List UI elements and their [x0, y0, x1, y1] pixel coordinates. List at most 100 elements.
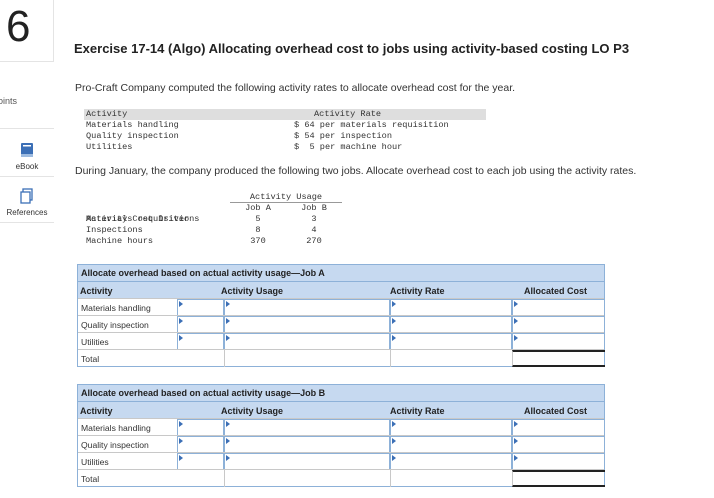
allocation-activity-label: Materials handling	[81, 303, 151, 313]
allocation-activity-label: Quality inspection	[81, 320, 149, 330]
rate-activity: Quality inspection	[86, 131, 179, 141]
allocation-table-job-a: Allocate overhead based on actual activi…	[77, 264, 605, 367]
allocated-cost-input[interactable]	[512, 453, 605, 470]
table-row: Utilities $ 5 per machine hour	[84, 142, 486, 153]
dropdown-input[interactable]	[177, 316, 224, 333]
allocation-activity-label: Quality inspection	[81, 440, 149, 450]
allocation-activity-label: Utilities	[81, 457, 109, 467]
total-spacer	[224, 470, 390, 487]
table-row: Inspections 8 4	[84, 225, 342, 236]
sidebar-divider	[0, 128, 54, 129]
header-allocated-cost: Allocated Cost	[524, 406, 588, 416]
dropdown-input[interactable]	[177, 299, 224, 316]
activity-usage-input[interactable]	[224, 436, 390, 453]
total-spacer	[390, 350, 512, 367]
usage-job-a: 5	[255, 214, 261, 224]
activity-usage-input[interactable]	[224, 419, 390, 436]
activity-usage-input[interactable]	[224, 333, 390, 350]
activity-usage-input[interactable]	[224, 316, 390, 333]
table-row: Utilities	[78, 452, 605, 470]
activity-usage-table: Activity Usage Activity Cost Driver Job …	[84, 192, 342, 247]
rates-header-activity: Activity	[86, 109, 128, 119]
activity-rates-table: Activity Activity Rate Materials handlin…	[84, 109, 486, 153]
activity-usage-input[interactable]	[224, 453, 390, 470]
table-row: Utilities	[78, 332, 605, 350]
usage-header-job-b: Job B	[301, 203, 327, 213]
activity-rate-input[interactable]	[390, 436, 512, 453]
table-row: Materials requisitions 5 3	[84, 214, 342, 225]
rate-activity: Utilities	[86, 142, 133, 152]
total-spacer	[224, 350, 390, 367]
activity-usage-input[interactable]	[224, 299, 390, 316]
table-row: Materials handling $ 64 per materials re…	[84, 120, 486, 131]
allocation-table-job-b: Allocate overhead based on actual activi…	[77, 384, 605, 487]
rates-header-rate: Activity Rate	[314, 109, 382, 119]
table-row: Quality inspection $ 54 per inspection	[84, 131, 486, 142]
references-label: References	[6, 208, 48, 217]
sidebar-divider	[0, 176, 54, 177]
usage-header-job-a: Job A	[245, 203, 271, 213]
total-allocated-cost-cell[interactable]	[512, 470, 605, 487]
header-activity: Activity	[80, 406, 113, 416]
total-allocated-cost-cell[interactable]	[512, 350, 605, 367]
header-allocated-cost: Allocated Cost	[524, 286, 588, 296]
usage-super-header: Activity Usage	[230, 192, 342, 203]
header-activity-usage: Activity Usage	[221, 286, 284, 296]
points-label: points	[0, 96, 18, 106]
usage-driver: Materials requisitions	[86, 214, 200, 224]
rate-value: $ 5 per machine hour	[294, 142, 403, 152]
usage-super-header-row: Activity Usage	[84, 192, 342, 203]
usage-header-row: Activity Cost Driver Job A Job B	[84, 203, 342, 224]
usage-job-a: 370	[250, 236, 266, 246]
allocated-cost-input[interactable]	[512, 316, 605, 333]
usage-job-b: 4	[311, 225, 317, 235]
usage-driver: Machine hours	[86, 236, 154, 246]
allocation-caption: Allocate overhead based on actual activi…	[78, 265, 604, 281]
header-activity: Activity	[80, 286, 113, 296]
allocated-cost-input[interactable]	[512, 436, 605, 453]
allocation-activity-label: Materials handling	[81, 423, 151, 433]
ebook-icon	[21, 143, 33, 157]
allocation-activity-label: Utilities	[81, 337, 109, 347]
header-activity-usage: Activity Usage	[221, 406, 284, 416]
table-row: Materials handling	[78, 298, 605, 316]
allocated-cost-input[interactable]	[512, 419, 605, 436]
table-row: Materials handling	[78, 418, 605, 436]
dropdown-input[interactable]	[177, 436, 224, 453]
allocation-caption: Allocate overhead based on actual activi…	[78, 385, 604, 401]
header-activity-rate: Activity Rate	[390, 286, 445, 296]
header-activity-rate: Activity Rate	[390, 406, 445, 416]
activity-rate-input[interactable]	[390, 453, 512, 470]
activity-rate-input[interactable]	[390, 333, 512, 350]
activity-rate-input[interactable]	[390, 316, 512, 333]
dropdown-input[interactable]	[177, 419, 224, 436]
instruction-text: During January, the company produced the…	[75, 165, 637, 177]
usage-driver: Inspections	[86, 225, 143, 235]
rate-value: $ 64 per materials requisition	[294, 120, 449, 130]
usage-job-a: 8	[255, 225, 261, 235]
usage-job-b: 3	[311, 214, 317, 224]
question-number-box: 6	[0, 0, 54, 62]
allocated-cost-input[interactable]	[512, 299, 605, 316]
total-row: Total	[78, 349, 605, 367]
rate-activity: Materials handling	[86, 120, 179, 130]
usage-job-b: 270	[306, 236, 322, 246]
total-label: Total	[81, 354, 100, 364]
usage-header-driver: Activity Cost Driver	[86, 214, 190, 224]
table-row: Machine hours 370 270	[84, 236, 342, 247]
total-spacer	[390, 470, 512, 487]
references-icon	[20, 188, 33, 204]
activity-rate-input[interactable]	[390, 419, 512, 436]
references-button[interactable]: References	[0, 188, 54, 217]
activity-rate-input[interactable]	[390, 299, 512, 316]
intro-text: Pro-Craft Company computed the following…	[75, 82, 516, 94]
rates-header-row: Activity Activity Rate	[84, 109, 486, 120]
ebook-button[interactable]: eBook	[0, 142, 54, 171]
dropdown-input[interactable]	[177, 333, 224, 350]
allocated-cost-input[interactable]	[512, 333, 605, 350]
total-label: Total	[81, 474, 100, 484]
ebook-label: eBook	[15, 162, 39, 171]
dropdown-input[interactable]	[177, 453, 224, 470]
exercise-title: Exercise 17-14 (Algo) Allocating overhea…	[74, 41, 630, 56]
allocation-header-row: Activity Activity Usage Activity Rate Al…	[78, 281, 604, 298]
